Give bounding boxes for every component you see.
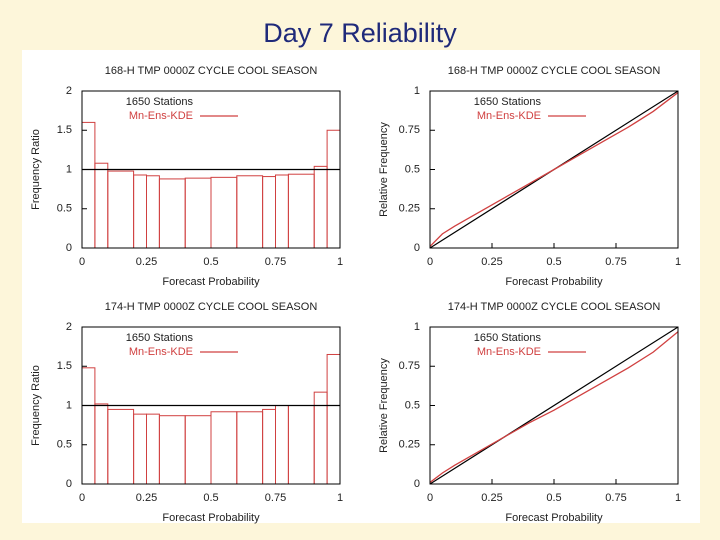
y-tick-label: 0.25	[399, 203, 420, 215]
reliability-line	[429, 331, 679, 483]
x-tick-label: 0.25	[481, 256, 502, 268]
y-tick-label: 0	[66, 478, 72, 490]
y-axis-label: Relative Frequency	[378, 122, 390, 217]
y-tick-label: 0.5	[405, 163, 420, 175]
x-tick-label: 0.25	[481, 492, 502, 504]
y-tick-label: 1	[66, 163, 72, 175]
y-tick-label: 1	[414, 321, 420, 333]
x-tick-label: 0	[79, 256, 85, 268]
chart-title: 174-H TMP 0000Z CYCLE COOL SEASON	[105, 301, 318, 313]
y-tick-label: 1.5	[57, 360, 72, 372]
x-tick-label: 1	[675, 256, 681, 268]
perfect-reliability	[429, 326, 679, 485]
y-tick-label: 1	[66, 399, 72, 411]
x-tick-label: 0.5	[546, 256, 561, 268]
x-tick-label: 0.5	[546, 492, 561, 504]
x-axis-label: Forecast Probability	[505, 276, 603, 288]
x-tick-label: 0.5	[203, 256, 218, 268]
y-tick-label: 0.5	[57, 439, 72, 451]
annotation: 1650 Stations	[474, 96, 542, 108]
y-axis-label: Frequency Ratio	[30, 365, 42, 446]
y-tick-label: 0.75	[399, 360, 420, 372]
x-tick-label: 0.75	[265, 492, 286, 504]
x-tick-label: 0.25	[136, 492, 157, 504]
x-tick-label: 0.25	[136, 256, 157, 268]
y-tick-label: 0	[414, 478, 420, 490]
x-axis-label: Forecast Probability	[162, 512, 260, 524]
y-tick-label: 1.5	[57, 124, 72, 136]
y-tick-label: 0	[66, 242, 72, 254]
y-tick-label: 2	[66, 321, 72, 333]
x-tick-label: 0	[427, 492, 433, 504]
x-tick-label: 1	[337, 492, 343, 504]
plot-frame	[429, 326, 679, 485]
x-tick-label: 0.75	[265, 256, 286, 268]
y-tick-label: 1	[414, 85, 420, 97]
y-axis-label: Frequency Ratio	[30, 129, 42, 210]
x-tick-label: 1	[675, 492, 681, 504]
y-tick-label: 0.5	[57, 203, 72, 215]
chart-title: 168-H TMP 0000Z CYCLE COOL SEASON	[105, 65, 318, 77]
legend-label: Mn-Ens-KDE	[477, 346, 541, 358]
x-axis-label: Forecast Probability	[162, 276, 260, 288]
annotation: 1650 Stations	[474, 332, 542, 344]
x-tick-label: 0	[79, 492, 85, 504]
y-tick-label: 0	[414, 242, 420, 254]
x-tick-label: 0.5	[203, 492, 218, 504]
x-tick-label: 0.75	[605, 492, 626, 504]
chart-title: 174-H TMP 0000Z CYCLE COOL SEASON	[448, 301, 661, 313]
y-tick-label: 0.5	[405, 399, 420, 411]
x-tick-label: 1	[337, 256, 343, 268]
x-axis-label: Forecast Probability	[505, 512, 603, 524]
y-tick-label: 2	[66, 85, 72, 97]
reliability-line	[429, 92, 679, 247]
plot-frame	[81, 90, 341, 249]
y-tick-label: 0.75	[399, 124, 420, 136]
y-tick-label: 0.25	[399, 439, 420, 451]
legend-label: Mn-Ens-KDE	[129, 110, 193, 122]
legend-label: Mn-Ens-KDE	[477, 110, 541, 122]
panel	[22, 50, 700, 523]
chart-title: 168-H TMP 0000Z CYCLE COOL SEASON	[448, 65, 661, 77]
x-tick-label: 0	[427, 256, 433, 268]
plot-frame	[429, 90, 679, 249]
annotation: 1650 Stations	[126, 96, 194, 108]
legend-label: Mn-Ens-KDE	[129, 346, 193, 358]
y-axis-label: Relative Frequency	[378, 358, 390, 453]
slide-title: Day 7 Reliability	[263, 18, 457, 48]
x-tick-label: 0.75	[605, 256, 626, 268]
annotation: 1650 Stations	[126, 332, 194, 344]
plot-frame	[81, 326, 341, 485]
